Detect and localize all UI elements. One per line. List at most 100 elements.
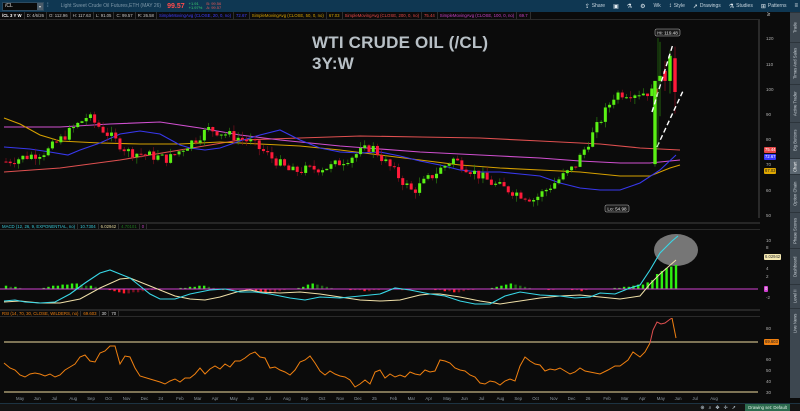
sma200-price-tag: 75.44 — [764, 147, 777, 153]
sma100-value: 69.7 — [517, 12, 531, 19]
macd-tick: 4 — [766, 266, 769, 271]
macd-tick: 8 — [766, 245, 769, 250]
macd-value: 10.7304 — [78, 224, 99, 229]
rsi-tick: 80 — [766, 326, 772, 331]
symbol-input[interactable]: /CL ▾ — [2, 1, 44, 11]
flask-icon: ⚗ — [728, 3, 735, 10]
time-tick: Aug — [710, 396, 718, 401]
time-tick: Mar — [194, 396, 202, 401]
sidebar-tab-big-buttons[interactable]: Big Buttons — [790, 122, 800, 158]
symbol-value: /CL — [5, 2, 13, 9]
flask-button[interactable]: ⚗ — [627, 3, 632, 10]
sidebar-tab-level-ii[interactable]: Level II — [790, 284, 800, 308]
sma200-label[interactable]: SimpleMovingAvg (CLOSE, 200, 0, no) — [343, 12, 423, 19]
time-tick: Jun — [247, 396, 255, 401]
price-tick: 90 — [766, 112, 772, 117]
time-tick: 25 — [372, 396, 377, 401]
drawing-set-button[interactable]: Drawing set: Default — [745, 404, 790, 411]
symbol-period[interactable]: /CL 3 Y W — [0, 12, 25, 19]
studies-button[interactable]: ⚗ Studies — [729, 3, 753, 10]
time-tick: Jul — [692, 396, 698, 401]
bar-close: C: 99.57 — [114, 12, 136, 19]
style-button[interactable]: ↕ Style — [669, 3, 685, 9]
rsi-tick: 30 — [766, 390, 772, 395]
patterns-button[interactable]: ⊞ Patterns — [761, 3, 787, 10]
price-tick: 70 — [766, 162, 772, 167]
sidebar-tab-trade[interactable]: Trade — [790, 12, 800, 42]
sidebar-tab-chart[interactable]: Chart — [790, 158, 800, 174]
grid-button[interactable]: ▣ — [613, 3, 619, 10]
price-tick: 80 — [766, 137, 772, 142]
cursor-icon[interactable]: ➚ — [731, 405, 736, 411]
sma20-label[interactable]: SimpleMovingAvg (CLOSE, 20, 0, no) — [157, 12, 234, 19]
time-tick: 26 — [585, 396, 591, 401]
macd-axis[interactable]: 10 8 4 2 -2 6.02942 0 — [760, 231, 790, 307]
flask-icon: ⚗ — [626, 3, 633, 10]
axis-scale-icon[interactable]: ≥ — [767, 12, 771, 18]
chevron-down-icon[interactable]: ▾ — [37, 2, 43, 10]
chart-annotation-title: WTI CRUDE OIL (/CL) 3Y:W — [312, 32, 488, 74]
macd-svg — [0, 234, 758, 305]
settings-button[interactable]: ⚙ — [640, 3, 645, 10]
change-percent: +1.97% — [188, 5, 203, 10]
time-axis[interactable]: May Jun Jul Aug Sep Oct Nov Dec 24 Feb Mar Apr May Ju… — [0, 395, 760, 403]
sidebar-tab-active-trader[interactable]: Active Trader — [790, 84, 800, 122]
time-tick: Jun — [33, 396, 41, 401]
zoom-icon[interactable]: ⊕ — [700, 405, 705, 411]
share-button[interactable]: ⇪ Share — [585, 3, 605, 10]
sidebar-tab-dashboard[interactable]: Dashboard — [790, 248, 800, 284]
time-tick: Sep — [87, 396, 95, 401]
price-chart-panel[interactable]: Hi: 119.48 Lo: 54.98 WTI CRUDE OIL (/CL)… — [0, 20, 760, 218]
right-sidebar: Trade Times And Sales Active Trader Big … — [790, 12, 800, 398]
magnifier-icon[interactable]: ⌕ — [708, 405, 712, 411]
menu-button[interactable]: ≡ — [794, 3, 798, 9]
bar-range: R: 26.58 — [136, 12, 157, 19]
rsi-label[interactable]: RSI (14, 70, 30, CLOSE, WILDERS, no) — [0, 311, 82, 316]
pan-icon[interactable]: ✥ — [715, 405, 720, 411]
top-toolbar: /CL ▾ ⁞ Light Sweet Crude Oil Futures,ET… — [0, 0, 800, 12]
bid-ask: B: 99.56 A: 99.57 — [206, 2, 221, 10]
low-label: Lo: 54.98 — [607, 207, 627, 212]
sidebar-tab-live-news[interactable]: Live News — [790, 308, 800, 338]
study-header: /CL 3 Y W D: 4/6/26 O: 112.96 H: 117.63 … — [0, 12, 760, 20]
macd-label[interactable]: MACD (12, 26, 9, EXPONENTIAL, no) — [0, 224, 79, 229]
candlesticks — [4, 41, 677, 207]
crosshair-icon[interactable]: ✛ — [723, 405, 728, 411]
price-chart-svg: Hi: 119.48 Lo: 54.98 — [3, 28, 684, 213]
bar-high: H: 117.63 — [71, 12, 94, 19]
menu-icon: ≡ — [794, 3, 798, 9]
link-icon[interactable]: ⁞ — [47, 3, 49, 9]
rsi-axis[interactable]: 80 60 50 40 30 69.603 — [760, 318, 790, 395]
timeframe-button[interactable]: Wk — [654, 3, 661, 9]
time-tick: Feb — [176, 396, 184, 401]
sidebar-tab-option-chain[interactable]: Option Chain — [790, 174, 800, 212]
sma20-price-tag: 72.67 — [764, 154, 777, 160]
price-axis[interactable]: ≥ 120 110 100 90 80 70 60 50 75.44 72.67… — [760, 12, 790, 218]
annotation-line-2: 3Y:W — [312, 54, 355, 73]
sidebar-tab-times-and-sales[interactable]: Times And Sales — [790, 42, 800, 84]
rsi-svg — [3, 318, 758, 393]
time-tick: Oct — [532, 396, 539, 401]
rsi-oversold: 30 — [100, 311, 110, 316]
macd-panel[interactable] — [0, 231, 760, 307]
rsi-header: RSI (14, 70, 30, CLOSE, WILDERS, no) 69.… — [0, 309, 760, 317]
symbol-description: Light Sweet Crude Oil Futures,ETH (MAY 2… — [60, 3, 162, 9]
sma50-label[interactable]: SimpleMovingAvg (CLOSE, 50, 0, no) — [250, 12, 327, 19]
time-tick: Dec — [354, 396, 362, 401]
time-tick: Apr — [639, 396, 646, 401]
sma20-value: 72.67 — [234, 12, 250, 19]
price-tick: 100 — [766, 87, 774, 92]
panel-divider — [758, 20, 760, 218]
gear-icon: ⚙ — [640, 3, 646, 10]
time-tick: Nov — [550, 396, 558, 401]
macd-zero-tag: 0 — [764, 286, 769, 292]
drawings-button[interactable]: ➚ Drawings — [693, 3, 721, 10]
time-tick: Jul — [478, 396, 485, 401]
sidebar-tab-phase-scores[interactable]: Phase Scores — [790, 212, 800, 248]
time-tick: Apr — [211, 396, 219, 401]
rsi-panel[interactable] — [0, 318, 760, 395]
sma100-label[interactable]: SimpleMovingAvg (CLOSE, 100, 0, no) — [438, 12, 518, 19]
time-tick: Feb — [603, 396, 611, 401]
rsi-overbought: 70 — [109, 311, 120, 316]
